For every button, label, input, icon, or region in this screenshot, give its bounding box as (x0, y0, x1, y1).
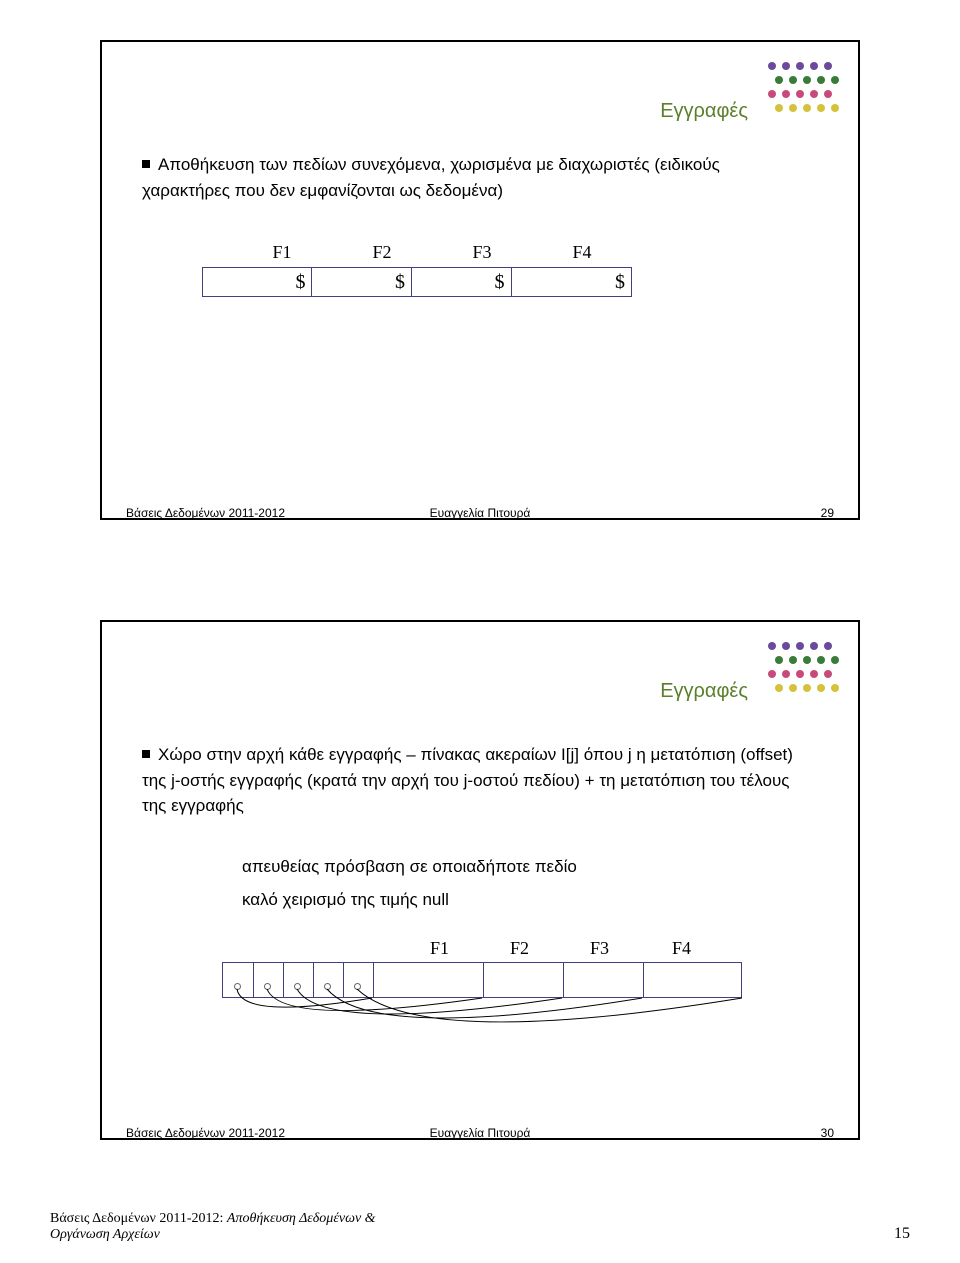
page-footer-line1: Βάσεις Δεδομένων 2011-2012: Αποθήκευση Δ… (50, 1211, 910, 1227)
dots-logo-icon (762, 58, 842, 118)
slide-1-separator-box: $ $ $ $ (202, 267, 632, 297)
page-footer-line2: Οργάνωση Αρχείων (50, 1227, 910, 1243)
offset-arrows (222, 962, 762, 1052)
footer-right: 29 (821, 506, 834, 520)
sep-cell: $ (312, 268, 412, 296)
page-footer-italic1: Αποθήκευση Δεδομένων & (227, 1211, 376, 1226)
slide-2-line2: απευθείας πρόσβαση σε οποιαδήποτε πεδίο (242, 857, 577, 877)
bullet-marker-icon (142, 750, 150, 758)
page-footer: Βάσεις Δεδομένων 2011-2012: Αποθήκευση Δ… (50, 1211, 910, 1243)
slide-2-title: Εγγραφές (660, 680, 748, 703)
footer-right: 30 (821, 1126, 834, 1140)
sep-cell: $ (203, 268, 312, 296)
offset-label: F4 (672, 938, 691, 959)
dots-logo-icon (762, 638, 842, 698)
footer-left: Βάσεις Δεδομένων 2011-2012 (126, 506, 285, 520)
slide-2-bullet: Χώρο στην αρχή κάθε εγγραφής – πίνακας α… (142, 742, 802, 819)
sep-cell: $ (412, 268, 512, 296)
offset-label: F1 (430, 938, 449, 959)
slide-1-bullet: Αποθήκευση των πεδίων συνεχόμενα, χωρισμ… (142, 152, 802, 203)
footer-center: Ευαγγελία Πιτουρά (430, 506, 531, 520)
field-label: F4 (532, 242, 632, 263)
field-label: F2 (332, 242, 432, 263)
slide-1-bullet-text: Αποθήκευση των πεδίων συνεχόμενα, χωρισμ… (142, 155, 720, 200)
field-label: F3 (432, 242, 532, 263)
slide-2-line3: καλό χειρισμό της τιμής null (242, 890, 449, 910)
slide-2-bullet-text: Χώρο στην αρχή κάθε εγγραφής – πίνακας α… (142, 745, 793, 815)
slide-1: Εγγραφές Αποθήκευση των πεδίων συνεχόμεν… (100, 40, 860, 520)
slide-1-title: Εγγραφές (660, 100, 748, 123)
slide-1-field-labels: F1 F2 F3 F4 (232, 242, 632, 263)
bullet-marker-icon (142, 160, 150, 168)
page-footer-plain: Βάσεις Δεδομένων 2011-2012: (50, 1211, 227, 1226)
offset-label: F3 (590, 938, 609, 959)
sep-cell: $ (512, 268, 631, 296)
slide-2: Εγγραφές Χώρο στην αρχή κάθε εγγραφής – … (100, 620, 860, 1140)
footer-left: Βάσεις Δεδομένων 2011-2012 (126, 1126, 285, 1140)
page-number: 15 (894, 1225, 910, 1243)
field-label: F1 (232, 242, 332, 263)
offset-label: F2 (510, 938, 529, 959)
footer-center: Ευαγγελία Πιτουρά (430, 1126, 531, 1140)
